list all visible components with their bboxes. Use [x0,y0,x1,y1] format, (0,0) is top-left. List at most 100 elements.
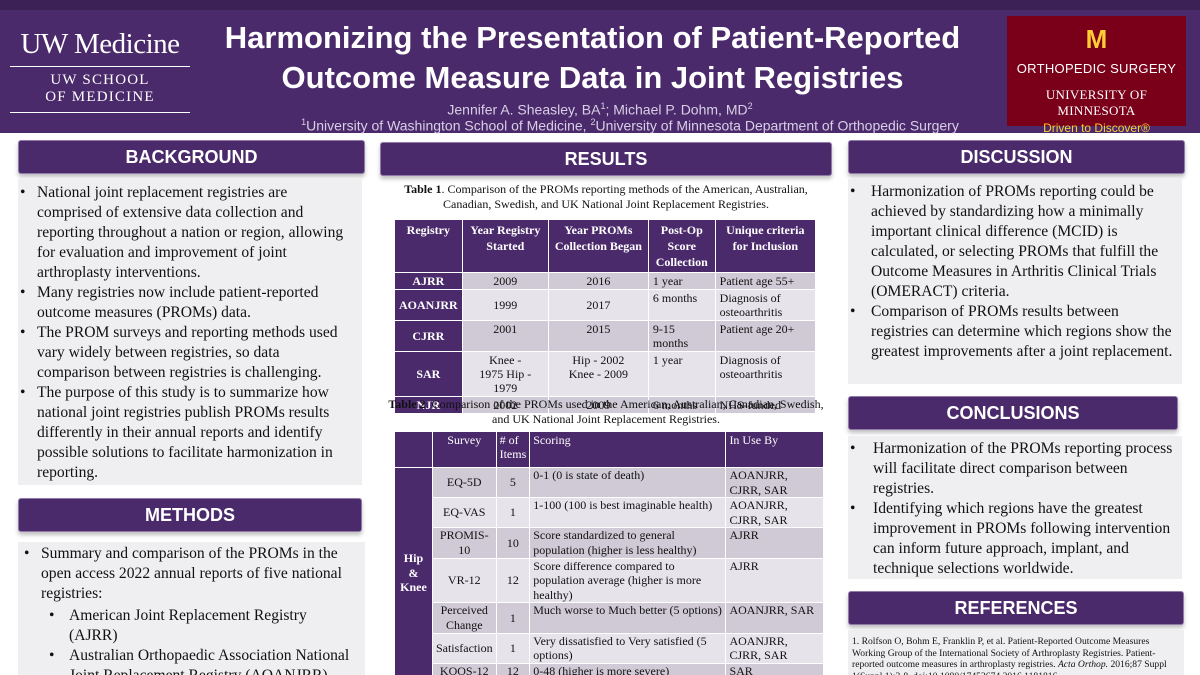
table-cell: NJR [394,396,463,414]
umn-orthopedic-logo: M ORTHOPEDIC SURGERY UNIVERSITY OF MINNE… [1007,16,1186,135]
list-item: Harmonization of the PROMs reporting pro… [848,439,1178,499]
table-cell: 5 [495,466,531,499]
table2-col-in-use-by: In Use By [725,431,824,468]
table2-col-survey: Survey [431,431,497,468]
table-cell: 1 [495,497,531,529]
discussion-list: Harmonization of PROMs reporting could b… [848,182,1178,362]
table-cell: 2015 [547,320,649,352]
table-cell: AOANJRR, CJRR, SAR [725,497,824,529]
table-cell: AOANJRR [394,289,463,321]
background-panel: National joint replacement registries ar… [18,179,362,485]
table-cell: PROMIS-10 [431,527,497,559]
table-cell: Patient age 20+ [714,320,817,352]
table2-col-category [394,431,433,468]
table-cell: Diagnosis of osteoarthritis [714,351,817,397]
table1-col-postop: Post-Op Score Collection [647,219,716,273]
methods-list: Summary and comparison of the PROMs in t… [22,544,359,675]
table-cell: 1 year [647,351,716,397]
references-panel: 1. Rolfson O, Bohm E, Franklin P, et al.… [848,630,1184,675]
table-cell: 2009 [461,272,549,290]
umn-m-logo-icon: M [1085,24,1108,54]
table-cell: KOOS-12 [431,662,497,675]
table-cell: Diagnosis of osteoarthritis [714,289,817,321]
table2-col-items: # of Items [495,431,531,468]
umn-dept: ORTHOPEDIC SURGERY [1016,61,1177,76]
header-top-strip [0,0,1200,10]
conclusions-heading: CONCLUSIONS [848,396,1178,430]
table-cell: 0-48 (higher is more severe) [529,662,727,675]
background-heading: BACKGROUND [18,140,365,174]
reference-text: 1. Rolfson O, Bohm E, Franklin P, et al.… [852,636,1156,670]
table-row: EQ-VAS 1 1-100 (100 is best imaginable h… [395,497,824,529]
table-cell: Score difference compared to population … [529,557,727,604]
list-item: Identifying which regions have the great… [848,499,1178,579]
table-cell: AJRR [394,272,463,290]
table-cell: 10 [495,527,531,559]
conclusions-list: Harmonization of the PROMs reporting pro… [848,439,1178,579]
author2-sup: 2 [747,101,753,111]
table-cell: SAR [394,351,463,397]
authors: Jennifer A. Sheasley, BA1; Michael P. Do… [280,97,920,119]
reference-journal: Acta Orthop. [1057,659,1109,670]
table-row: Hip & Knee EQ-5D 5 0-1 (0 is state of de… [394,466,824,675]
references-heading: REFERENCES [848,591,1184,625]
table-cell: AOANJRR, SAR [725,602,824,634]
table1-caption-label: Table 1 [404,182,442,196]
poster-title: Harmonizing the Presentation of Patient-… [200,18,985,98]
poster-header: UW Medicine UW SCHOOL OF MEDICINE Harmon… [0,0,1200,135]
table-row: SAR Knee - 1975 Hip - 1979 Hip - 2002 Kn… [394,351,817,397]
conclusions-panel: Harmonization of the PROMs reporting pro… [848,436,1182,579]
table-row: NJR 2002 2009 6 months NHS-funded [394,396,817,414]
author2: ; Michael P. Dohm, MD [605,101,748,118]
table-cell: 2016 [547,272,649,290]
table-cell: AOANJRR, CJRR, SAR [725,466,824,499]
table-cell: 6 months [647,289,716,321]
table-cell: 1 [495,602,531,634]
table1-col-registry: Registry [394,219,463,273]
results-heading: RESULTS [380,142,832,176]
table-cell: EQ-5D [431,466,497,499]
table-cell: 2009 [547,396,649,414]
table-cell: 2017 [547,289,649,321]
table-cell: 0-1 (0 is state of death) [529,466,727,499]
table-cell: 1 year [647,272,716,290]
list-item: American Joint Replacement Registry (AJR… [41,606,359,646]
umn-tagline: Driven to Discover® [1043,121,1150,135]
table-row: Perceived Change 1 Much worse to Much be… [395,602,824,634]
table-cell: 12 [495,662,531,675]
table1-proms-reporting-methods: Registry Year Registry Started Year PROM… [394,219,817,414]
table-cell: Satisfaction [431,632,497,664]
table2-caption-label: Table 2 [388,397,426,411]
table-cell: Perceived Change [431,602,497,634]
table-cell: AOANJRR, CJRR, SAR [725,632,824,664]
table1-col-criteria: Unique criteria for Inclusion [714,219,817,273]
table-cell: NHS-funded [714,396,817,414]
uw-logo-divider-bottom [10,112,190,113]
table-cell: Hip - 2002 Knee - 2009 [547,351,649,397]
uw-logo-divider [10,66,190,67]
list-item: The PROM surveys and reporting methods u… [18,323,356,383]
reference-item: 1. Rolfson O, Bohm E, Franklin P, et al.… [848,630,1184,675]
table-cell: 1-100 (100 is best imaginable health) [529,497,727,529]
title-line2: Outcome Measure Data in Joint Registries [281,60,904,95]
title-line1: Harmonizing the Presentation of Patient-… [224,20,961,55]
methods-panel: Summary and comparison of the PROMs in t… [18,542,365,675]
table-cell: VR-12 [431,557,497,604]
author1-sup: 1 [600,101,606,111]
list-item: Comparison of PROMs results between regi… [848,302,1178,362]
table-row: Satisfaction 1 Very dissatisfied to Very… [395,632,824,664]
affil2: University of Minnesota Department of Or… [595,117,959,134]
discussion-panel: Harmonization of PROMs reporting could b… [848,179,1182,384]
list-item: The purpose of this study is to summariz… [18,383,356,483]
table-cell: Much worse to Much better (5 options) [529,602,727,634]
background-list: National joint replacement registries ar… [18,183,356,483]
table-cell: AJRR [725,527,824,559]
table-cell: AJRR [725,557,824,604]
table-cell: 2001 [461,320,549,352]
umn-university: UNIVERSITY OF MINNESOTA [1045,87,1148,118]
uw-logo-main: UW Medicine [20,28,180,60]
affil1-sup: 1 [301,117,307,127]
affiliations: 1University of Washington School of Medi… [200,114,1060,135]
table-cell: 1999 [461,289,549,321]
table-cell: 6 months [647,396,716,414]
